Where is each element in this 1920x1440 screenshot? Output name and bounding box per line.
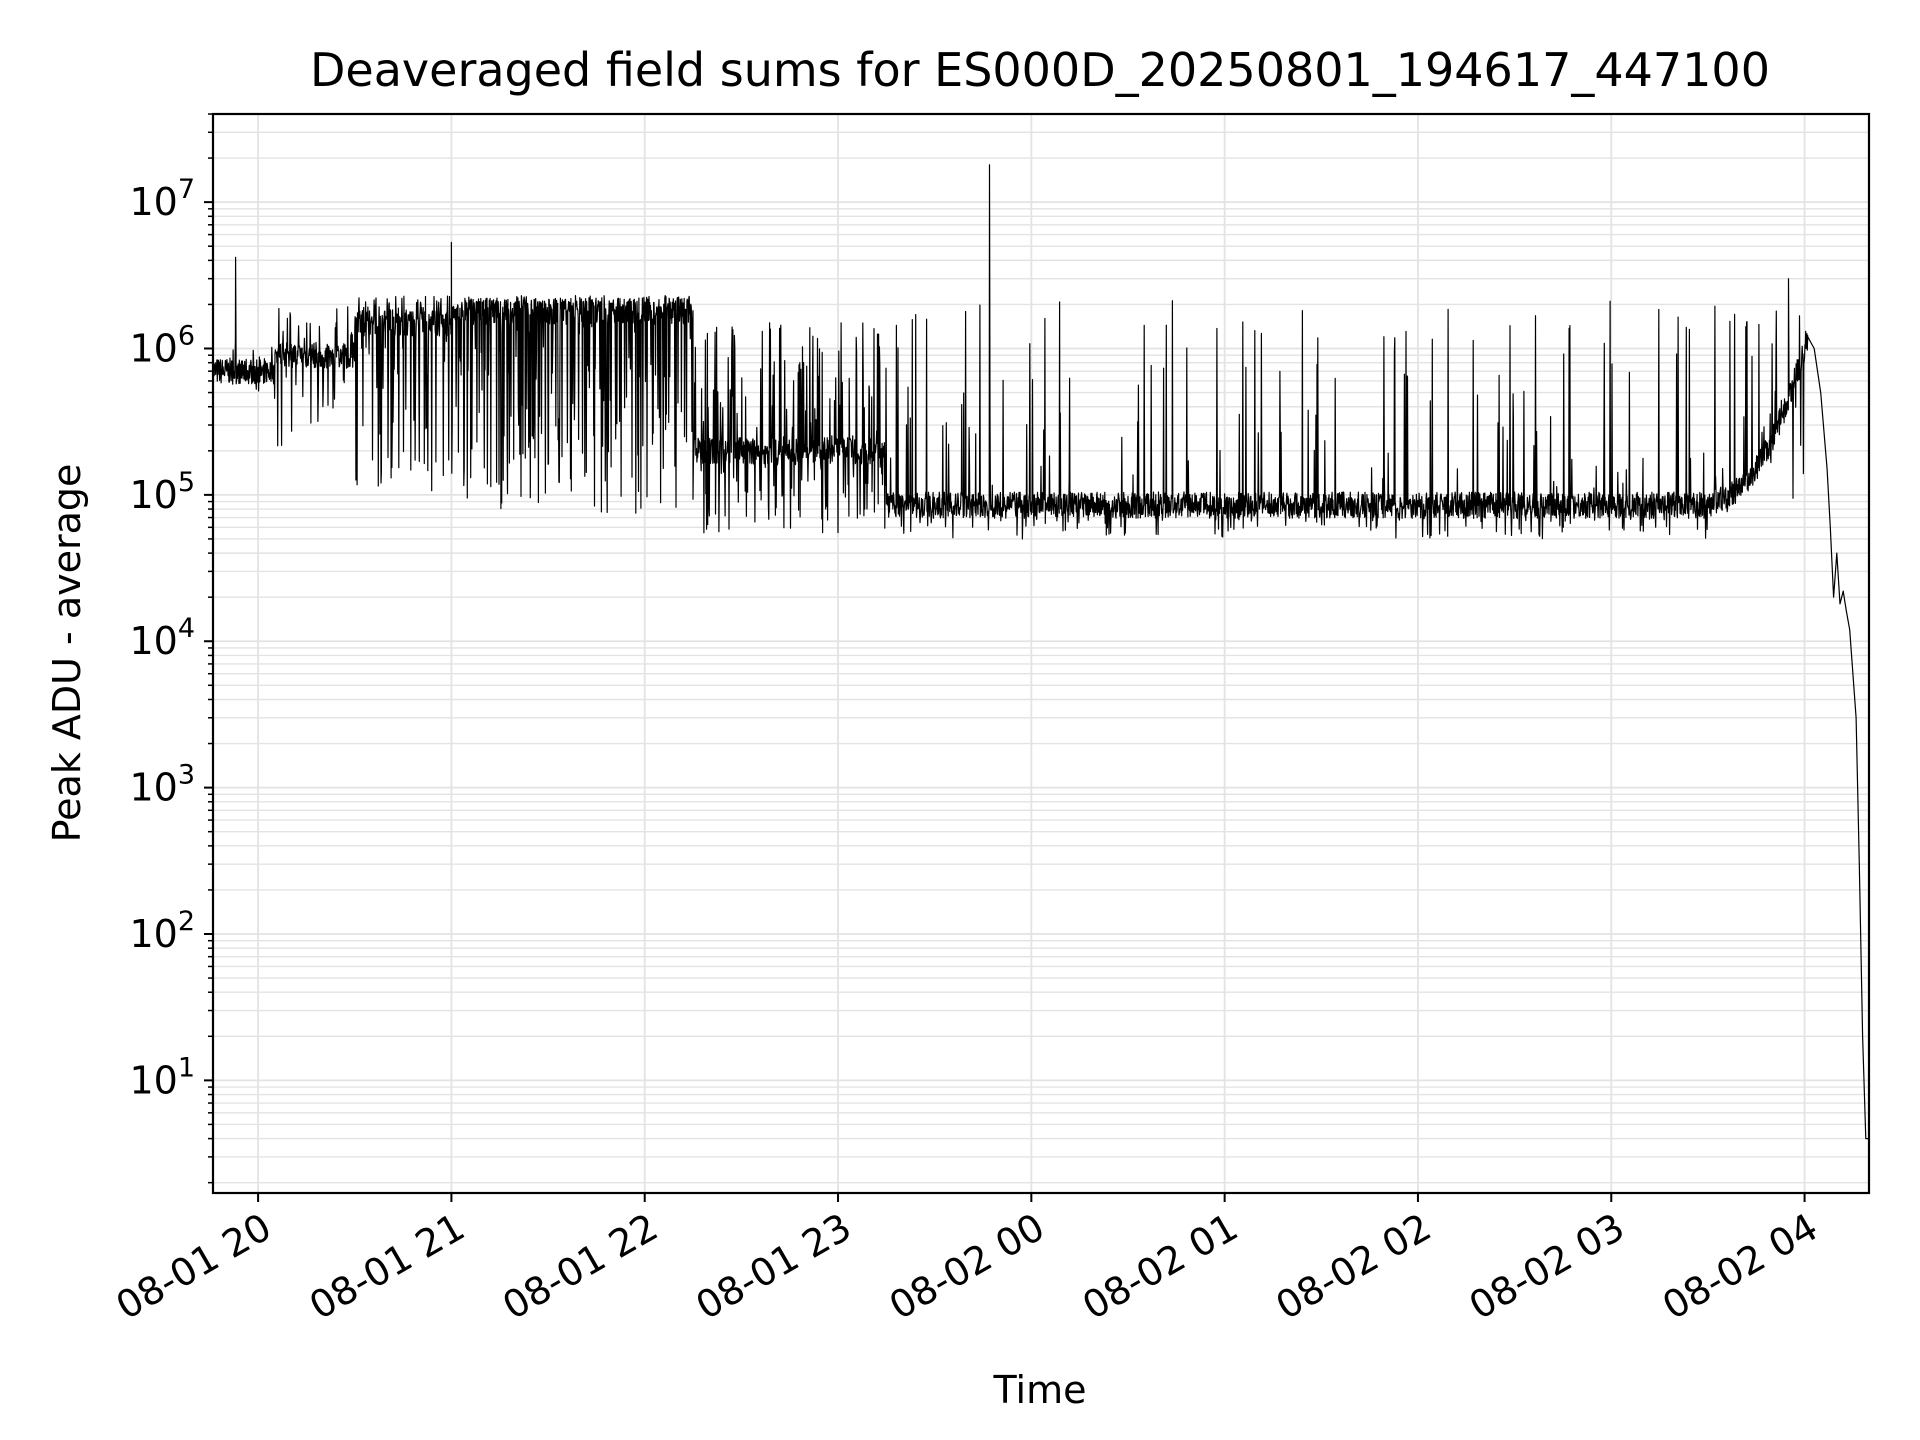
- y-tick-label: 103: [129, 760, 195, 810]
- y-tick-label: 101: [129, 1052, 195, 1102]
- plot-frame: [211, 112, 1871, 1195]
- minor-gridlines: [213, 113, 1869, 1184]
- y-tick-label: 106: [129, 320, 195, 370]
- y-tick-label: 105: [129, 467, 195, 517]
- data-series: [212, 164, 1869, 1140]
- series-line: [212, 164, 1869, 1140]
- chart-title: Deaveraged field sums for ES000D_2025080…: [310, 43, 1770, 97]
- y-axis-label: Peak ADU - average: [45, 464, 89, 843]
- y-tick-label: 104: [129, 613, 195, 663]
- y-tick-label: 107: [129, 174, 195, 224]
- y-tick-label: 102: [129, 906, 195, 956]
- x-axis-label: Time: [993, 1368, 1087, 1412]
- y-axis-ticks: 101 102 103 104 105 106 107: [129, 113, 213, 1184]
